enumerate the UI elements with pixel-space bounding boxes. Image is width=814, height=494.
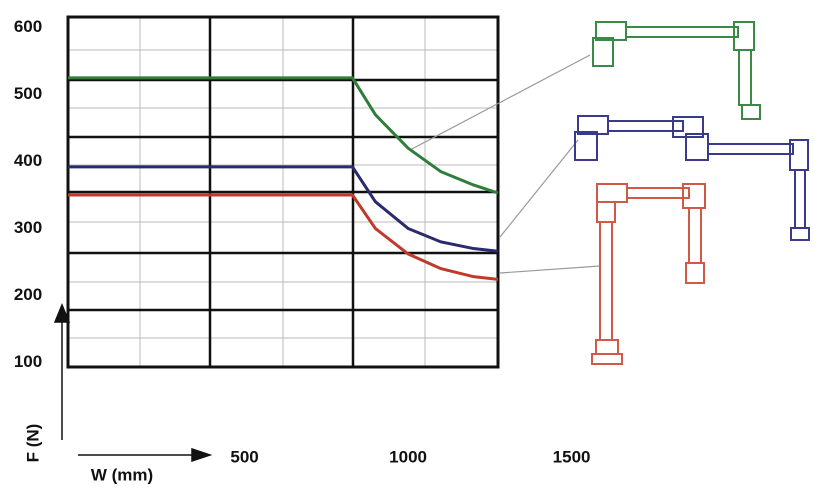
- x-axis-label: W (mm): [91, 465, 153, 484]
- data-line: [68, 193, 499, 281]
- robot-arm-red: [591, 183, 706, 365]
- y-tick-label: 300: [14, 218, 42, 237]
- x-tick-label: 500: [230, 447, 258, 466]
- x-tick-label: 1000: [389, 447, 427, 466]
- y-tick-label: 500: [14, 84, 42, 103]
- data-line: [68, 76, 499, 195]
- x-tick-label: 1500: [553, 447, 591, 466]
- y-tick-label: 600: [14, 17, 42, 36]
- y-tick-label: 200: [14, 285, 42, 304]
- y-tick-label: 100: [14, 352, 42, 371]
- robot-arm-green: [592, 21, 761, 120]
- y-axis-label: F (N): [23, 424, 42, 463]
- robot-arm-blue: [574, 115, 810, 241]
- axis-arrows: [53, 303, 213, 463]
- y-tick-label: 400: [14, 151, 42, 170]
- connectors: [409, 54, 601, 274]
- data-line: [68, 165, 499, 253]
- plot-grid: [66, 15, 500, 369]
